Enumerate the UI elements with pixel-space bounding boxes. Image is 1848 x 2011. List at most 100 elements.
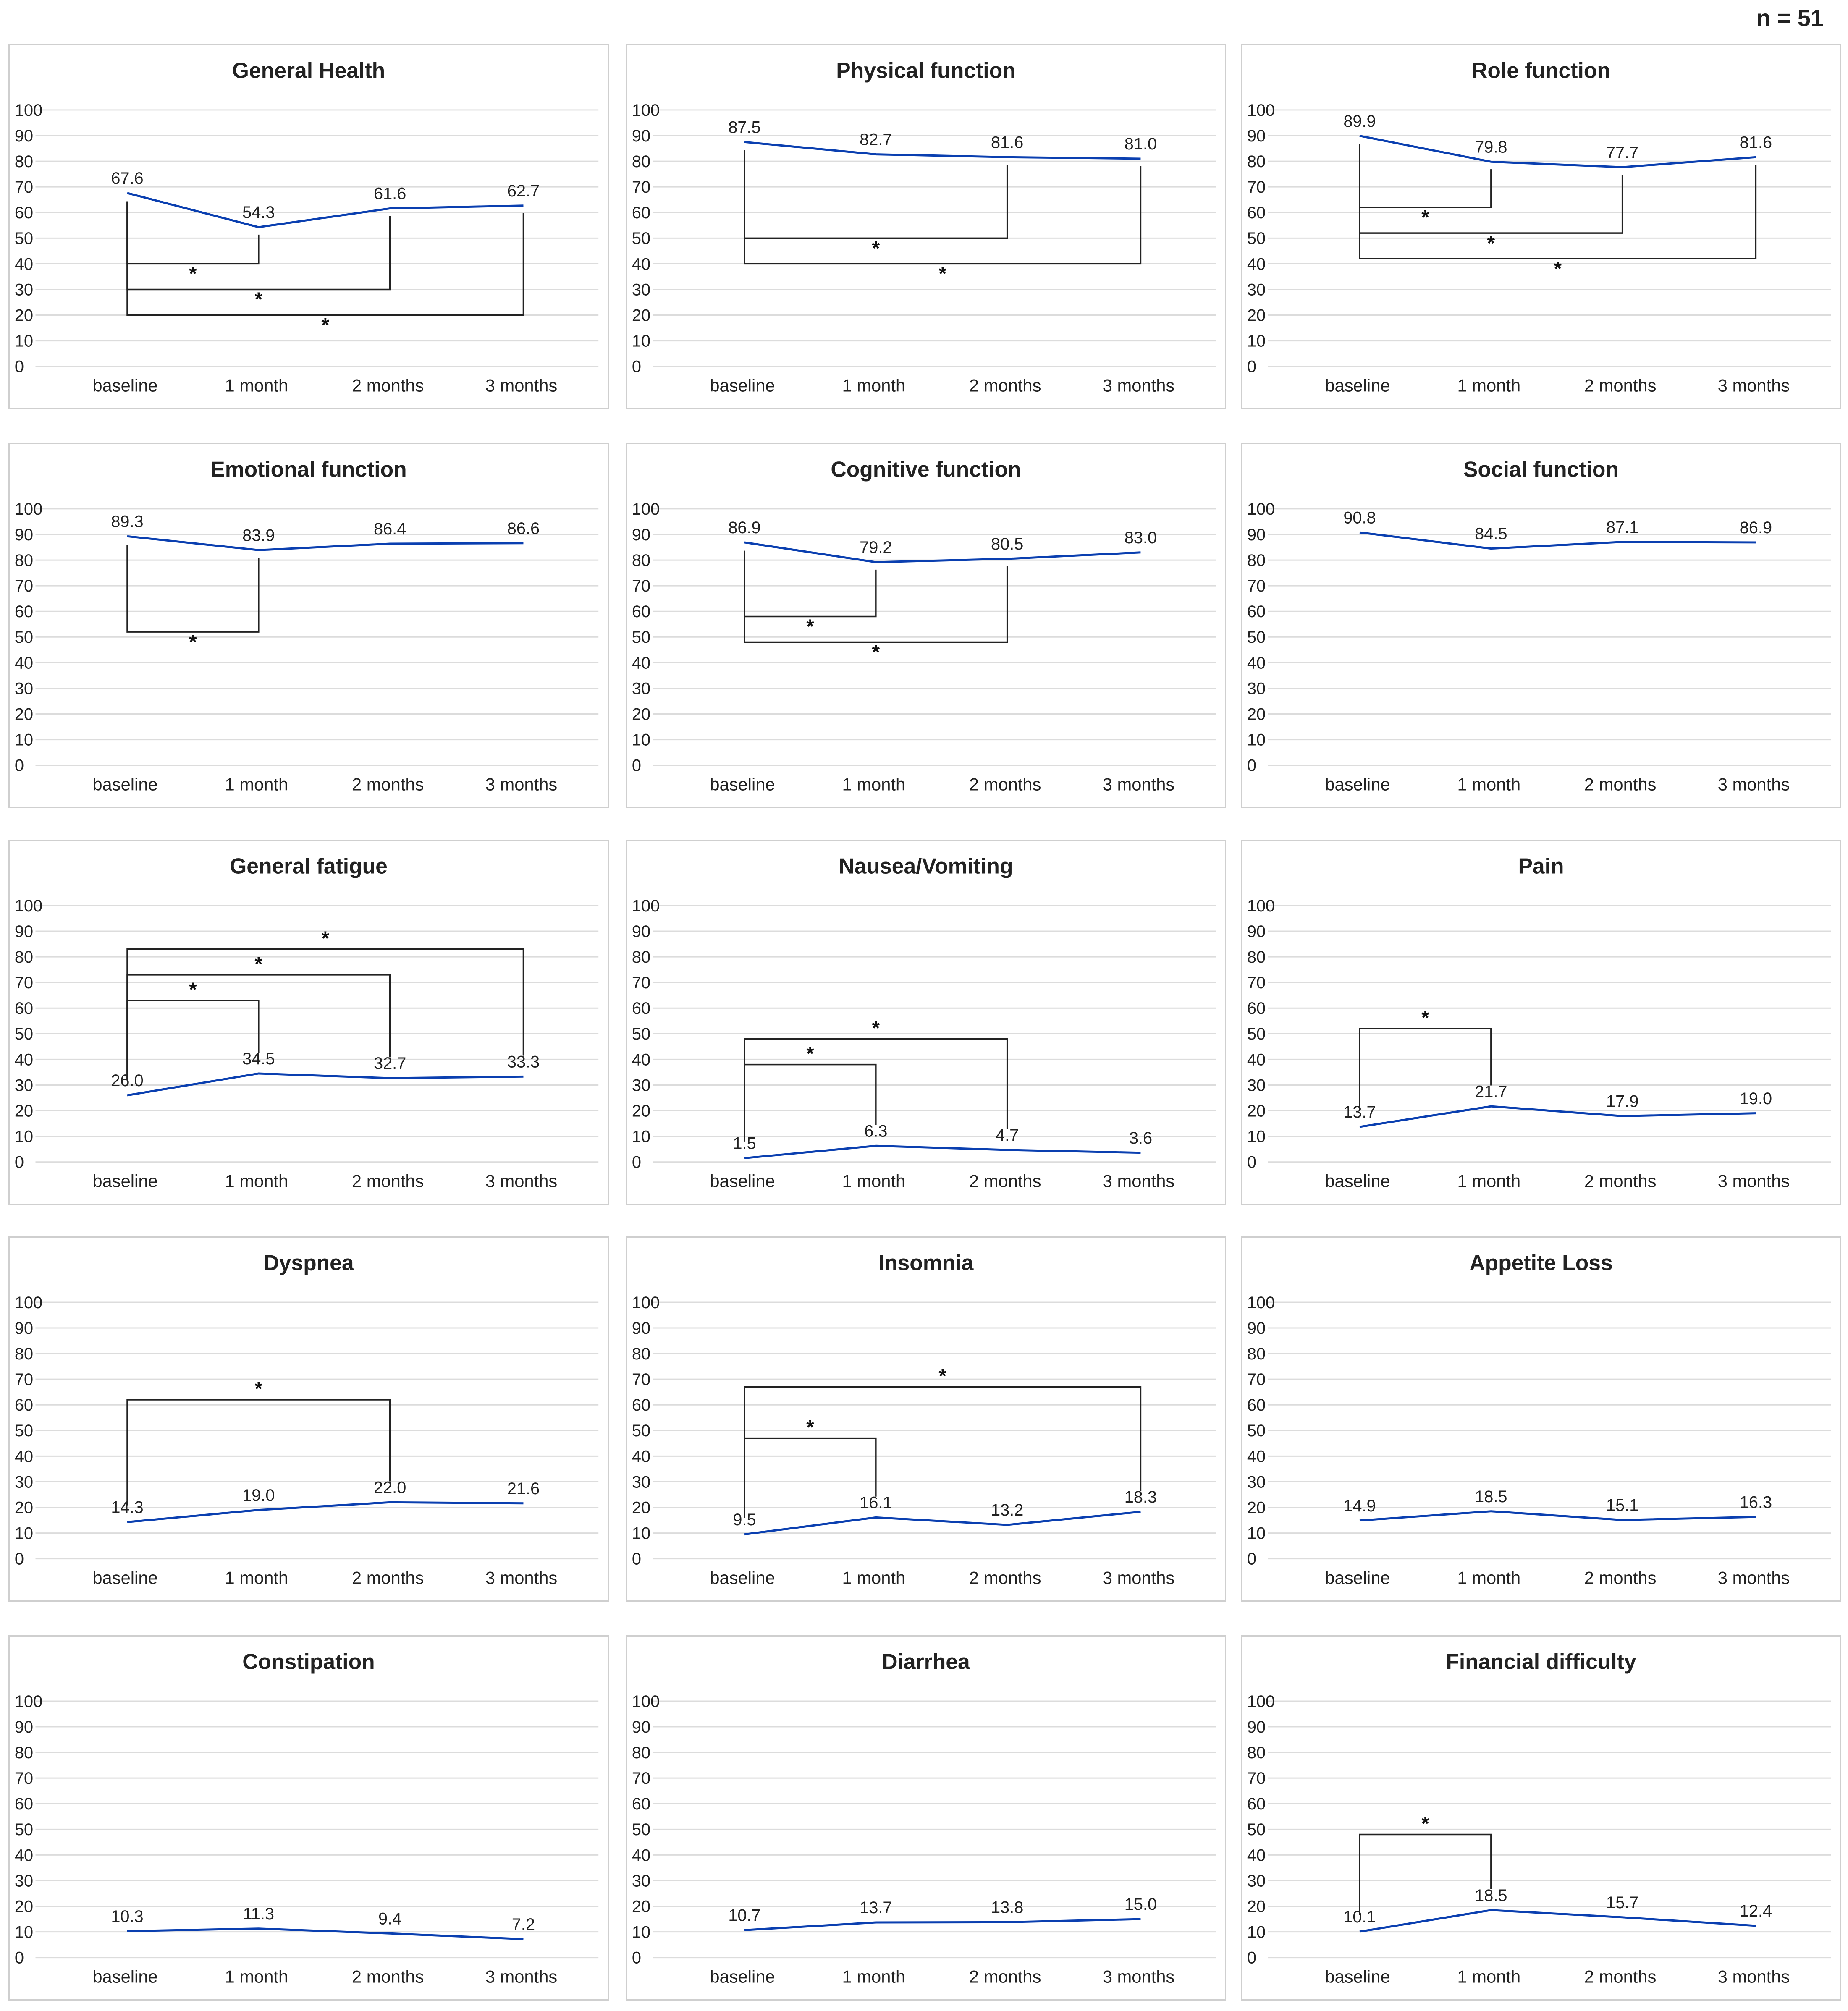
x-category-label: 3 months — [1718, 375, 1790, 395]
y-tick-label: 0 — [15, 1550, 24, 1568]
y-tick-label: 70 — [15, 178, 33, 196]
data-label: 7.2 — [512, 1915, 535, 1934]
data-label: 79.8 — [1475, 138, 1507, 156]
data-label: 87.5 — [728, 118, 760, 136]
y-tick-label: 100 — [1247, 1294, 1275, 1312]
y-tick-label: 60 — [1247, 204, 1266, 222]
significance-bracket — [126, 201, 524, 316]
y-tick-label: 20 — [15, 1102, 33, 1120]
x-category-label: 3 months — [1718, 1171, 1790, 1191]
y-tick-label: 80 — [1247, 1744, 1266, 1762]
y-tick-label: 50 — [632, 229, 650, 248]
y-tick-label: 60 — [1247, 1795, 1266, 1813]
y-tick-label: 90 — [1247, 922, 1266, 941]
chart-panel-financial-difficulty: Financial difficulty 0 10 20 30 40 50 60 70 80 90 1… — [1241, 1635, 1841, 2001]
data-label: 86.9 — [1740, 518, 1772, 537]
chart-svg: Physical function 0 10 20 30 40 50 60 70 80 90 100 b… — [632, 58, 1216, 395]
data-label: 13.7 — [1343, 1103, 1376, 1121]
significance-bracket — [126, 545, 260, 633]
chart-title: Cognitive function — [831, 457, 1021, 481]
significance-star: * — [189, 263, 197, 285]
chart-svg: Cognitive function 0 10 20 30 40 50 60 70 80 90 100… — [632, 457, 1216, 794]
y-tick-label: 60 — [15, 1396, 33, 1414]
data-label: 80.5 — [991, 535, 1023, 553]
chart-title: Insomnia — [878, 1250, 974, 1275]
data-label: 17.9 — [1606, 1092, 1638, 1111]
y-tick-label: 30 — [15, 1473, 33, 1491]
y-tick-label: 30 — [1247, 280, 1266, 299]
significance-star: * — [938, 263, 946, 285]
series-line — [1359, 135, 1756, 168]
x-category-label: baseline — [1325, 375, 1390, 395]
significance-star: * — [1421, 1007, 1429, 1029]
y-tick-label: 80 — [632, 152, 650, 171]
data-label: 19.0 — [1740, 1089, 1772, 1108]
y-tick-label: 90 — [15, 127, 33, 145]
data-label: 81.0 — [1125, 135, 1157, 153]
data-label: 14.9 — [1343, 1497, 1376, 1515]
y-tick-label: 30 — [15, 679, 33, 698]
data-label: 89.3 — [111, 512, 143, 531]
x-category-label: baseline — [1325, 1568, 1390, 1587]
y-tick-label: 100 — [632, 1294, 660, 1312]
data-label: 18.5 — [1475, 1487, 1507, 1506]
data-label: 26.0 — [111, 1071, 143, 1090]
y-tick-label: 70 — [632, 1769, 650, 1788]
x-category-label: 1 month — [225, 1966, 288, 1986]
y-tick-label: 80 — [632, 1744, 650, 1762]
significance-star: * — [806, 1417, 814, 1439]
series-line — [127, 535, 524, 551]
y-tick-label: 10 — [1247, 1524, 1266, 1543]
y-tick-label: 10 — [1247, 1923, 1266, 1942]
chart-svg: General fatigue 0 10 20 30 40 50 60 70 80 90 100 bas… — [15, 854, 599, 1191]
chart-panel-physical-function: Physical function 0 10 20 30 40 50 60 70 80 90 100 b… — [626, 44, 1226, 409]
y-tick-label: 30 — [15, 1872, 33, 1890]
data-label: 79.2 — [860, 538, 892, 557]
y-tick-label: 0 — [15, 1949, 24, 1967]
significance-bracket — [744, 150, 1142, 265]
y-tick-label: 60 — [1247, 1396, 1266, 1414]
y-tick-label: 30 — [1247, 1473, 1266, 1491]
x-category-label: 2 months — [1584, 1568, 1657, 1587]
chart-panel-social-function: Social function 0 10 20 30 40 50 60 70 80 90 100 bas… — [1241, 443, 1841, 808]
significance-bracket — [126, 1399, 391, 1506]
y-tick-label: 30 — [632, 280, 650, 299]
x-category-label: 2 months — [1584, 1171, 1657, 1191]
significance-star: * — [255, 953, 263, 975]
y-tick-label: 10 — [632, 1524, 650, 1543]
y-tick-label: 100 — [1247, 500, 1275, 518]
chart-svg: General Health 0 10 20 30 40 50 60 70 80 90 100 base… — [15, 58, 599, 395]
y-tick-label: 20 — [632, 306, 650, 325]
chart-panel-appetite-loss: Appetite Loss 0 10 20 30 40 50 60 70 80 90 100 basel… — [1241, 1236, 1841, 1602]
data-label: 14.3 — [111, 1498, 143, 1517]
x-category-label: 2 months — [1584, 1966, 1657, 1986]
data-label: 21.7 — [1475, 1082, 1507, 1101]
y-tick-label: 40 — [632, 1846, 650, 1864]
y-tick-label: 90 — [1247, 127, 1266, 145]
y-tick-label: 60 — [15, 999, 33, 1018]
data-label: 9.5 — [733, 1511, 756, 1529]
x-category-label: 1 month — [842, 1568, 906, 1587]
x-category-label: 3 months — [1103, 1966, 1175, 1986]
y-tick-label: 50 — [15, 628, 33, 647]
data-label: 84.5 — [1475, 525, 1507, 543]
y-tick-label: 0 — [15, 1153, 24, 1172]
series-line — [127, 1927, 524, 1940]
significance-star: * — [321, 927, 329, 950]
x-category-label: 3 months — [485, 1171, 558, 1191]
y-tick-label: 10 — [632, 731, 650, 749]
y-tick-label: 60 — [15, 1795, 33, 1813]
x-category-label: 2 months — [352, 1568, 424, 1587]
y-tick-label: 80 — [15, 948, 33, 966]
y-tick-label: 100 — [15, 500, 42, 518]
x-category-label: 3 months — [1103, 774, 1175, 794]
y-tick-label: 20 — [15, 1498, 33, 1517]
x-category-label: baseline — [710, 1568, 775, 1587]
significance-bracket — [744, 550, 1008, 643]
x-category-label: 1 month — [1457, 774, 1521, 794]
data-label: 32.7 — [374, 1054, 406, 1073]
y-tick-label: 90 — [15, 1319, 33, 1338]
data-label: 12.4 — [1740, 1902, 1772, 1920]
y-tick-label: 90 — [1247, 1718, 1266, 1736]
data-label: 86.9 — [728, 518, 760, 537]
